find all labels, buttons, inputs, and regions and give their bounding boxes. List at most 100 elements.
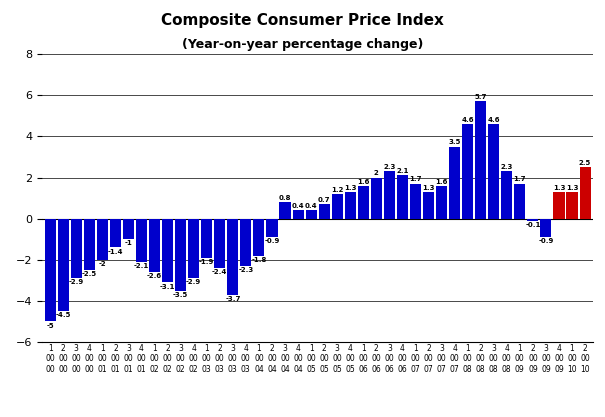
Text: 4.6: 4.6 bbox=[462, 117, 474, 123]
Text: 2
00
00: 2 00 00 bbox=[58, 344, 68, 374]
Text: (Year-on-year percentage change): (Year-on-year percentage change) bbox=[182, 38, 423, 50]
Bar bbox=[306, 211, 316, 219]
Bar bbox=[566, 192, 578, 219]
Bar bbox=[280, 202, 290, 219]
Text: 0.7: 0.7 bbox=[318, 197, 330, 203]
Text: -2.3: -2.3 bbox=[238, 267, 253, 273]
Bar bbox=[83, 219, 95, 270]
Bar bbox=[580, 167, 590, 219]
Text: 4
00
01: 4 00 01 bbox=[137, 344, 146, 374]
Bar bbox=[123, 219, 134, 239]
Text: -3.1: -3.1 bbox=[160, 284, 175, 289]
Text: 2.5: 2.5 bbox=[579, 160, 591, 166]
Text: -3.5: -3.5 bbox=[173, 292, 188, 298]
Text: 1.3: 1.3 bbox=[344, 185, 356, 191]
Text: 0.4: 0.4 bbox=[292, 203, 304, 209]
Text: 1
00
02: 1 00 02 bbox=[149, 344, 160, 374]
Text: 3
00
08: 3 00 08 bbox=[489, 344, 499, 374]
Text: -5: -5 bbox=[47, 323, 54, 329]
Text: 0.4: 0.4 bbox=[305, 203, 318, 209]
Text: -1: -1 bbox=[125, 241, 132, 246]
Text: 2
00
08: 2 00 08 bbox=[476, 344, 486, 374]
Bar bbox=[540, 219, 552, 237]
Text: 4
00
00: 4 00 00 bbox=[85, 344, 94, 374]
Text: 3
00
03: 3 00 03 bbox=[228, 344, 238, 374]
Bar bbox=[345, 192, 356, 219]
Text: 1.3: 1.3 bbox=[422, 185, 435, 191]
Text: 1
00
04: 1 00 04 bbox=[254, 344, 264, 374]
Text: 3
00
09: 3 00 09 bbox=[541, 344, 551, 374]
Text: 1
00
01: 1 00 01 bbox=[97, 344, 107, 374]
Text: -2.9: -2.9 bbox=[68, 279, 84, 286]
Text: 4
00
03: 4 00 03 bbox=[241, 344, 250, 374]
Bar bbox=[110, 219, 121, 247]
Text: 1.3: 1.3 bbox=[553, 185, 565, 191]
Bar bbox=[292, 211, 304, 219]
Text: 3
00
07: 3 00 07 bbox=[437, 344, 446, 374]
Text: -1.8: -1.8 bbox=[251, 257, 267, 263]
Text: 1.7: 1.7 bbox=[409, 176, 422, 183]
Text: 1
00
09: 1 00 09 bbox=[515, 344, 525, 374]
Bar bbox=[475, 101, 486, 219]
Text: 3
00
04: 3 00 04 bbox=[280, 344, 290, 374]
Text: 3
00
05: 3 00 05 bbox=[332, 344, 342, 374]
Text: 2
00
01: 2 00 01 bbox=[111, 344, 120, 374]
Text: 1
00
07: 1 00 07 bbox=[411, 344, 420, 374]
Text: 2
00
02: 2 00 02 bbox=[163, 344, 172, 374]
Bar bbox=[384, 171, 395, 219]
Bar bbox=[319, 204, 330, 219]
Text: 2
00
10: 2 00 10 bbox=[580, 344, 590, 374]
Text: 4
00
09: 4 00 09 bbox=[554, 344, 564, 374]
Text: 4
00
04: 4 00 04 bbox=[293, 344, 303, 374]
Text: 2
00
07: 2 00 07 bbox=[424, 344, 433, 374]
Text: 2.1: 2.1 bbox=[396, 168, 408, 174]
Bar bbox=[45, 219, 56, 322]
Bar bbox=[358, 186, 369, 219]
Text: 5.7: 5.7 bbox=[474, 94, 487, 100]
Bar bbox=[397, 176, 408, 219]
Text: 1
00
05: 1 00 05 bbox=[306, 344, 316, 374]
Text: -2: -2 bbox=[99, 261, 106, 267]
Text: -4.5: -4.5 bbox=[56, 312, 71, 318]
Text: 1
00
00: 1 00 00 bbox=[45, 344, 55, 374]
Bar bbox=[57, 219, 69, 311]
Text: 1
00
06: 1 00 06 bbox=[358, 344, 368, 374]
Text: 2
00
09: 2 00 09 bbox=[528, 344, 538, 374]
Bar bbox=[149, 219, 160, 272]
Text: 4
00
08: 4 00 08 bbox=[502, 344, 512, 374]
Text: 4
00
05: 4 00 05 bbox=[345, 344, 355, 374]
Bar bbox=[332, 194, 343, 219]
Text: 2.3: 2.3 bbox=[500, 164, 513, 170]
Bar bbox=[449, 147, 460, 219]
Text: 1.7: 1.7 bbox=[514, 176, 526, 183]
Text: 2
00
06: 2 00 06 bbox=[371, 344, 381, 374]
Text: 3
00
02: 3 00 02 bbox=[176, 344, 186, 374]
Bar bbox=[502, 171, 512, 219]
Text: Composite Consumer Price Index: Composite Consumer Price Index bbox=[161, 13, 444, 28]
Bar bbox=[410, 183, 421, 219]
Bar bbox=[514, 183, 525, 219]
Text: -2.4: -2.4 bbox=[212, 269, 227, 275]
Text: 2: 2 bbox=[374, 170, 379, 176]
Bar bbox=[227, 219, 238, 295]
Text: -2.6: -2.6 bbox=[147, 273, 162, 279]
Text: 2.3: 2.3 bbox=[383, 164, 396, 170]
Text: 1.3: 1.3 bbox=[566, 185, 578, 191]
Text: 3.5: 3.5 bbox=[448, 139, 461, 146]
Bar bbox=[188, 219, 199, 278]
Text: 0.8: 0.8 bbox=[279, 195, 291, 201]
Bar bbox=[97, 219, 108, 260]
Bar bbox=[371, 178, 382, 219]
Bar bbox=[201, 219, 212, 258]
Bar bbox=[253, 219, 264, 256]
Text: -0.9: -0.9 bbox=[538, 239, 554, 244]
Text: 2
00
04: 2 00 04 bbox=[267, 344, 277, 374]
Bar bbox=[423, 192, 434, 219]
Bar bbox=[162, 219, 173, 282]
Text: 3
00
00: 3 00 00 bbox=[71, 344, 81, 374]
Bar bbox=[488, 124, 499, 219]
Text: 4.6: 4.6 bbox=[488, 117, 500, 123]
Text: 1.2: 1.2 bbox=[331, 187, 344, 193]
Text: -0.1: -0.1 bbox=[525, 222, 541, 228]
Bar bbox=[136, 219, 147, 262]
